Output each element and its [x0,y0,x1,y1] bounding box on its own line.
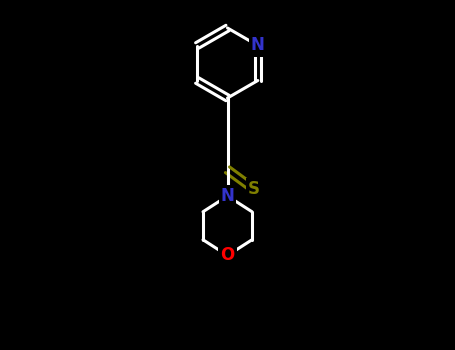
Text: S: S [248,180,260,198]
Text: N: N [221,187,234,205]
Text: O: O [220,246,235,265]
Text: N: N [251,36,265,55]
